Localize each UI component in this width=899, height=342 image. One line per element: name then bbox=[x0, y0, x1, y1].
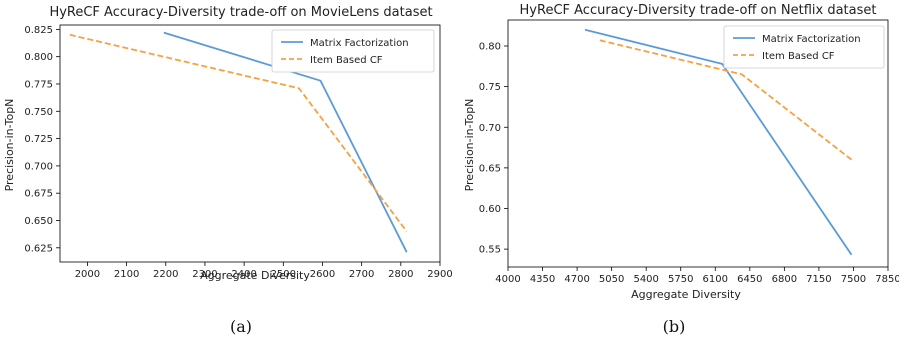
y-tick-label: 0.650 bbox=[24, 216, 53, 227]
legend-label-matrix-factorization: Matrix Factorization bbox=[762, 34, 861, 45]
y-tick-label: 0.70 bbox=[479, 123, 501, 134]
series-line-item-based-cf bbox=[69, 33, 408, 232]
y-tick-label: 0.725 bbox=[24, 134, 53, 145]
x-tick-label: 2200 bbox=[153, 269, 178, 280]
y-tick-label: 0.625 bbox=[24, 243, 53, 254]
plot-frame bbox=[507, 19, 889, 268]
legend-box bbox=[271, 29, 435, 73]
plot-frame bbox=[59, 24, 441, 263]
y-tick-label: 0.775 bbox=[24, 79, 53, 90]
x-axis-label: Aggregate Diversity bbox=[631, 288, 741, 301]
x-tick-label: 2600 bbox=[310, 269, 335, 280]
x-tick-label: 2800 bbox=[388, 269, 413, 280]
tick-group: 2000 2100 2200 2300 2400 2500 2600 2700 2800 2900… bbox=[24, 25, 452, 280]
tick-group: 4000 4350 4700 5050 5400 5750 6100 6450 6800 7150… bbox=[479, 42, 899, 286]
x-tick-label: 5400 bbox=[633, 274, 658, 285]
panel-b-chart: HyReCF Accuracy-Diversity trade-off on N… bbox=[463, 3, 899, 301]
caption-a: (a) bbox=[230, 317, 252, 336]
panel-a-chart: HyReCF Accuracy-Diversity trade-off on M… bbox=[3, 5, 453, 282]
caption-b: (b) bbox=[663, 317, 686, 336]
x-tick-label: 2700 bbox=[349, 269, 374, 280]
x-tick-label: 2300 bbox=[192, 269, 217, 280]
x-tick-label: 4000 bbox=[495, 274, 520, 285]
x-tick-label: 6800 bbox=[772, 274, 797, 285]
y-tick-label: 0.675 bbox=[24, 189, 53, 200]
series-group bbox=[69, 31, 408, 253]
x-tick-label: 4700 bbox=[564, 274, 589, 285]
y-tick-label: 0.825 bbox=[24, 25, 53, 36]
x-tick-label: 2900 bbox=[427, 269, 452, 280]
x-tick-label: 7850 bbox=[875, 274, 899, 285]
x-tick-label: 2100 bbox=[114, 269, 139, 280]
x-tick-label: 4350 bbox=[530, 274, 555, 285]
series-group bbox=[584, 28, 853, 256]
x-tick-label: 2400 bbox=[231, 269, 256, 280]
y-axis-label: Precision-in-TopN bbox=[3, 99, 16, 192]
y-axis-label: Precision-in-TopN bbox=[463, 99, 476, 192]
series-line-matrix-factorization bbox=[163, 31, 408, 253]
y-tick-label: 0.55 bbox=[479, 245, 501, 256]
y-tick-label: 0.700 bbox=[24, 161, 53, 172]
x-tick-label: 7150 bbox=[806, 274, 831, 285]
x-tick-label: 2500 bbox=[271, 269, 296, 280]
legend-label-matrix-factorization: Matrix Factorization bbox=[310, 38, 409, 49]
series-line-item-based-cf bbox=[599, 39, 853, 161]
legend-box bbox=[723, 25, 885, 69]
legend-label-item-based-cf: Item Based CF bbox=[310, 55, 383, 66]
y-tick-label: 0.60 bbox=[479, 204, 501, 215]
y-tick-label: 0.75 bbox=[479, 82, 501, 93]
chart-title: HyReCF Accuracy-Diversity trade-off on N… bbox=[520, 3, 877, 18]
x-tick-label: 5050 bbox=[599, 274, 624, 285]
x-tick-label: 7500 bbox=[841, 274, 866, 285]
legend-label-item-based-cf: Item Based CF bbox=[762, 51, 835, 62]
y-tick-label: 0.800 bbox=[24, 52, 53, 63]
legend: Matrix Factorization Item Based CF bbox=[271, 29, 435, 73]
y-tick-label: 0.750 bbox=[24, 107, 53, 118]
y-tick-label: 0.80 bbox=[479, 42, 501, 53]
legend: Matrix Factorization Item Based CF bbox=[723, 25, 885, 69]
x-axis-label: Aggregate Diversity bbox=[200, 269, 310, 282]
series-line-matrix-factorization bbox=[584, 28, 853, 256]
x-tick-label: 6450 bbox=[737, 274, 762, 285]
x-tick-label: 6100 bbox=[703, 274, 728, 285]
chart-title: HyReCF Accuracy-Diversity trade-off on M… bbox=[49, 5, 432, 20]
x-tick-label: 2000 bbox=[75, 269, 100, 280]
y-tick-label: 0.65 bbox=[479, 163, 501, 174]
x-tick-label: 5750 bbox=[668, 274, 693, 285]
